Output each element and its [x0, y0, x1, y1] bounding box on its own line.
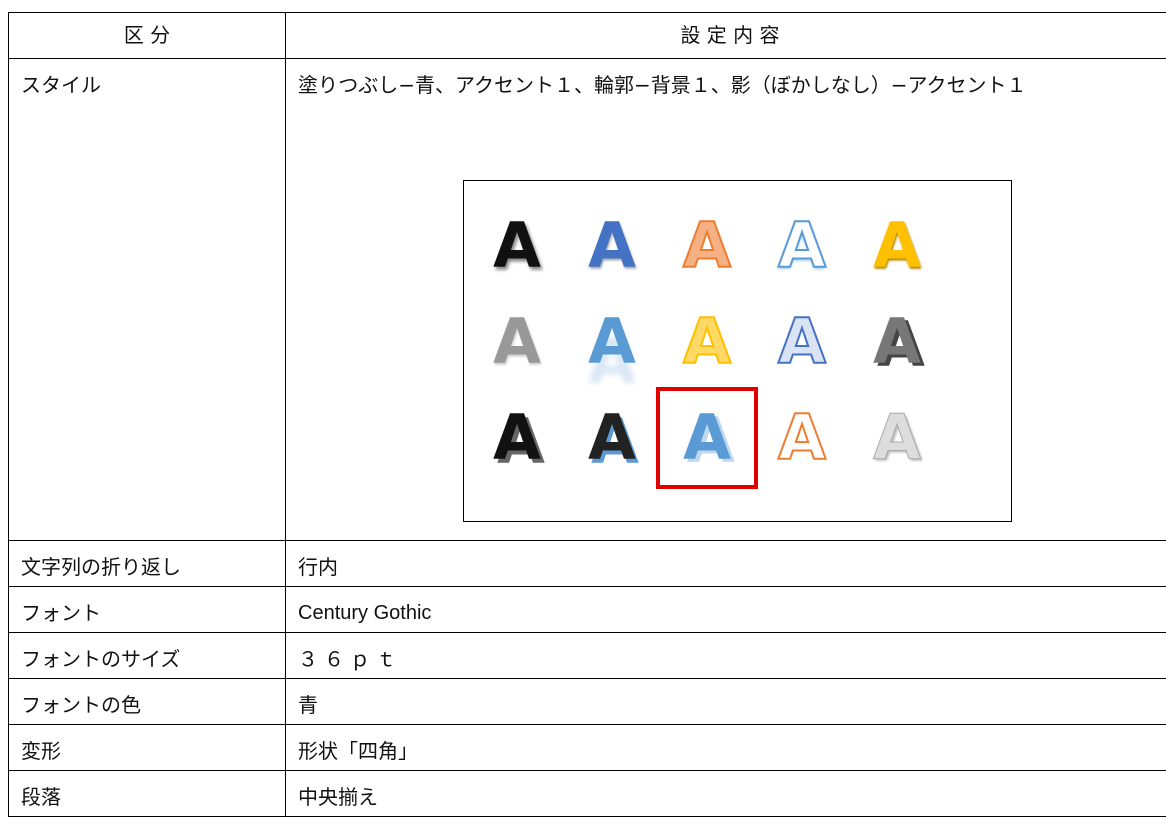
- value-cell: 青: [285, 678, 1166, 725]
- wordart-style[interactable]: A: [493, 401, 541, 474]
- header-cell: 区 分: [8, 12, 286, 59]
- label-cell: 変形: [8, 724, 286, 771]
- label-cell: 段落: [8, 770, 286, 817]
- wordart-style[interactable]: A: [873, 209, 921, 282]
- wordart-style[interactable]: A: [777, 400, 827, 475]
- label-cell: スタイル: [8, 58, 286, 541]
- wordart-style[interactable]: A: [682, 304, 732, 379]
- value-cell: Century Gothic: [285, 586, 1166, 633]
- header-cell: 設 定 内 容: [285, 12, 1166, 59]
- wordart-style[interactable]: A: [777, 208, 827, 283]
- wordart-style[interactable]: A: [873, 401, 922, 475]
- value-cell: ３６ｐｔ: [285, 632, 1166, 679]
- label-cell: フォント: [8, 586, 286, 633]
- wordart-style[interactable]: A: [656, 387, 758, 489]
- wordart-style[interactable]: A: [493, 305, 541, 378]
- wordart-style[interactable]: A: [588, 305, 636, 378]
- wordart-style[interactable]: A: [588, 401, 636, 474]
- value-cell: 行内: [285, 540, 1166, 587]
- label-cell: フォントの色: [8, 678, 286, 725]
- wordart-style[interactable]: A: [777, 304, 827, 379]
- wordart-style[interactable]: A: [873, 305, 921, 378]
- value-cell: 中央揃え: [285, 770, 1166, 817]
- wordart-style[interactable]: A: [493, 209, 541, 282]
- label-cell: 文字列の折り返し: [8, 540, 286, 587]
- value-cell: 形状「四角」: [285, 724, 1166, 771]
- wordart-style[interactable]: A: [588, 209, 636, 282]
- label-cell: フォントのサイズ: [8, 632, 286, 679]
- wordart-style[interactable]: A: [682, 208, 732, 283]
